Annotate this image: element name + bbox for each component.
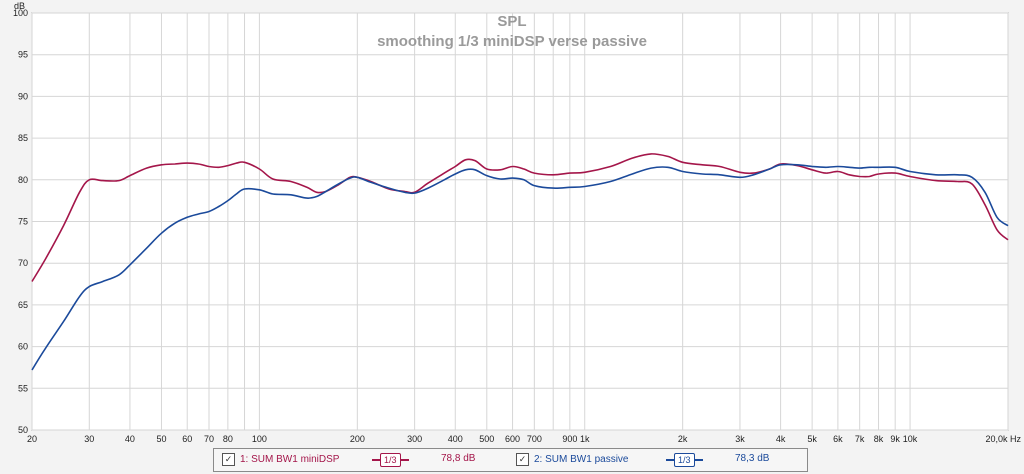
y-tick-label: 100 (13, 8, 28, 18)
legend-item-passive[interactable]: ✓ 2: SUM BW1 passive (516, 453, 628, 466)
x-tick-label: 50 (156, 434, 166, 444)
x-tick-label: 600 (505, 434, 520, 444)
smoothing-box-minidsp[interactable]: 1/3 (380, 453, 401, 467)
y-tick-label: 95 (18, 50, 28, 60)
x-tick-label: 200 (350, 434, 365, 444)
legend: ✓ 1: SUM BW1 miniDSP 1/3 78,8 dB ✓ 2: SU… (213, 448, 808, 472)
smoothing-box-passive[interactable]: 1/3 (674, 453, 695, 467)
y-tick-labels: 50 55 60 65 70 75 80 85 90 95 100 (13, 8, 28, 435)
x-tick-label: 60 (182, 434, 192, 444)
line-sample-right-icon (400, 459, 409, 461)
x-tick-labels: 20 30 40 50 60 70 80 100 200 300 400 500 600 700 900 1k… (27, 434, 1021, 444)
x-tick-label: 300 (407, 434, 422, 444)
level-minidsp: 78,8 dB (441, 453, 476, 464)
y-tick-label: 60 (18, 342, 28, 352)
x-tick-label: 8k (874, 434, 884, 444)
x-tick-label: 7k (855, 434, 865, 444)
x-tick-label: 9k (890, 434, 900, 444)
y-tick-label: 80 (18, 175, 28, 185)
line-sample-left-icon (666, 459, 674, 461)
x-tick-label: 400 (448, 434, 463, 444)
x-tick-label: 100 (252, 434, 267, 444)
line-sample-left-icon (372, 459, 380, 461)
legend-label-minidsp: 1: SUM BW1 miniDSP (240, 454, 340, 465)
legend-item-minidsp[interactable]: ✓ 1: SUM BW1 miniDSP (222, 453, 339, 466)
legend-label-passive: 2: SUM BW1 passive (534, 454, 629, 465)
y-tick-label: 55 (18, 383, 28, 393)
series-line-1 (31, 153, 1009, 282)
checkbox-minidsp[interactable]: ✓ (222, 453, 235, 466)
y-tick-label: 70 (18, 258, 28, 268)
smoothing-indicator-passive[interactable]: 1/3 (666, 453, 703, 467)
x-tick-label: 2k (678, 434, 688, 444)
checkbox-passive[interactable]: ✓ (516, 453, 529, 466)
grid (31, 12, 1009, 431)
x-tick-label: 3k (735, 434, 745, 444)
smoothing-indicator-minidsp[interactable]: 1/3 (372, 453, 409, 467)
chart-title: SPL (497, 13, 526, 30)
x-tick-label: 500 (479, 434, 494, 444)
line-sample-right-icon (694, 459, 703, 461)
y-tick-label: 65 (18, 300, 28, 310)
x-tick-label: 1k (580, 434, 590, 444)
x-tick-label: 20 (27, 434, 37, 444)
series-line-2 (31, 163, 1009, 371)
y-tick-label: 90 (18, 91, 28, 101)
series-lines (31, 153, 1009, 371)
legend-level-passive: 78,3 dB (735, 453, 769, 464)
x-tick-label: 900 (562, 434, 577, 444)
chart-subtitle: smoothing 1/3 miniDSP verse passive (377, 33, 647, 50)
x-tick-label: 5k (807, 434, 817, 444)
x-tick-label: 10k (903, 434, 918, 444)
x-tick-label: 4k (776, 434, 786, 444)
legend-level-minidsp: 78,8 dB (441, 453, 475, 464)
y-axis-label: dB (14, 1, 25, 11)
y-tick-label: 50 (18, 425, 28, 435)
level-passive: 78,3 dB (735, 453, 770, 464)
x-tick-label: 700 (527, 434, 542, 444)
x-tick-label: 6k (833, 434, 843, 444)
spl-chart: 50 55 60 65 70 75 80 85 90 95 100 20 30 40 50 60 70 80 10… (13, 1, 1022, 444)
x-tick-label: 30 (84, 434, 94, 444)
x-tick-label: 40 (125, 434, 135, 444)
y-tick-label: 75 (18, 217, 28, 227)
x-tick-label: 70 (204, 434, 214, 444)
x-tick-label: 80 (223, 434, 233, 444)
x-tick-label: 20,0k Hz (985, 434, 1021, 444)
y-tick-label: 85 (18, 133, 28, 143)
